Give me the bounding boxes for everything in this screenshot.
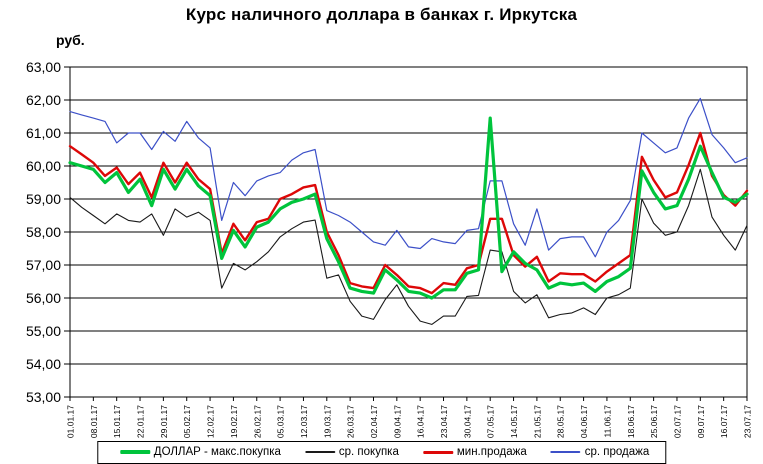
y-tick-label: 63,00 bbox=[26, 59, 61, 75]
x-tick-label: 09.07.17 bbox=[696, 405, 706, 438]
y-axis-unit-label: руб. bbox=[56, 32, 85, 48]
x-tick-label: 19.02.17 bbox=[229, 405, 239, 438]
x-tick-label: 15.01.17 bbox=[112, 405, 122, 438]
x-tick-label: 26.03.17 bbox=[346, 405, 356, 438]
y-tick-label: 53,00 bbox=[26, 389, 61, 405]
y-tick-label: 58,00 bbox=[26, 224, 61, 240]
x-tick-label: 04.06.17 bbox=[579, 405, 589, 438]
y-tick-label: 62,00 bbox=[26, 92, 61, 108]
y-tick-label: 60,00 bbox=[26, 158, 61, 174]
x-tick-label: 05.02.17 bbox=[182, 405, 192, 438]
y-tick-label: 56,00 bbox=[26, 290, 61, 306]
legend-label: ср. покупка bbox=[338, 446, 399, 458]
legend-item-dollar-max-buy: ДОЛЛАР - макс.покупка bbox=[119, 446, 281, 458]
y-tick-label: 57,00 bbox=[26, 257, 61, 273]
legend-swatch-dollar-max-buy bbox=[119, 450, 150, 454]
legend-swatch-min-sell bbox=[422, 450, 453, 454]
legend-item-min-sell: мин.продажа bbox=[422, 446, 527, 458]
x-tick-label: 08.01.17 bbox=[89, 405, 99, 438]
series-line-min-sell bbox=[68, 131, 749, 295]
y-tick-label: 55,00 bbox=[26, 323, 61, 339]
x-tick-label: 28.05.17 bbox=[556, 405, 566, 438]
x-tick-label: 23.07.17 bbox=[743, 405, 753, 438]
x-tick-label: 23.04.17 bbox=[439, 405, 449, 438]
x-tick-label: 09.04.17 bbox=[392, 405, 402, 438]
y-tick-label: 59,00 bbox=[26, 191, 61, 207]
x-tick-label: 11.06.17 bbox=[602, 405, 612, 438]
x-tick-label: 14.05.17 bbox=[509, 405, 519, 438]
x-tick-label: 30.04.17 bbox=[462, 405, 472, 438]
x-tick-label: 26.02.17 bbox=[252, 405, 262, 438]
x-tick-label: 01.01.17 bbox=[66, 405, 76, 438]
x-tick-label: 16.04.17 bbox=[416, 405, 426, 438]
x-tick-label: 07.05.17 bbox=[486, 405, 496, 438]
x-tick-label: 29.01.17 bbox=[159, 405, 169, 438]
legend-swatch-avg-sell bbox=[550, 451, 581, 453]
series-line-avg-buy bbox=[69, 168, 748, 325]
x-tick-label: 12.02.17 bbox=[206, 405, 216, 438]
y-tick-label: 54,00 bbox=[26, 356, 61, 372]
legend-item-avg-sell: ср. продажа bbox=[550, 446, 650, 458]
chart-title: Курс наличного доллара в банках г. Иркут… bbox=[185, 5, 578, 24]
legend-label: ДОЛЛАР - макс.покупка bbox=[153, 446, 281, 458]
legend-swatch-avg-buy bbox=[304, 451, 335, 453]
x-tick-label: 02.04.17 bbox=[369, 405, 379, 438]
x-tick-label: 05.03.17 bbox=[276, 405, 286, 438]
x-tick-label: 18.06.17 bbox=[626, 405, 636, 438]
legend-item-avg-buy: ср. покупка bbox=[304, 446, 399, 458]
x-tick-label: 16.07.17 bbox=[719, 405, 729, 438]
legend-label: мин.продажа bbox=[456, 446, 527, 458]
series-line-dollar-max-buy bbox=[68, 116, 749, 300]
x-tick-label: 19.03.17 bbox=[322, 405, 332, 438]
legend-label: ср. продажа bbox=[584, 446, 650, 458]
series-line-avg-sell bbox=[69, 97, 748, 258]
x-tick-label: 12.03.17 bbox=[299, 405, 309, 438]
x-tick-label: 25.06.17 bbox=[649, 405, 659, 438]
x-tick-label: 22.01.17 bbox=[136, 405, 146, 438]
x-tick-label: 21.05.17 bbox=[532, 405, 542, 438]
x-tick-label: 02.07.17 bbox=[672, 405, 682, 438]
y-tick-label: 61,00 bbox=[26, 125, 61, 141]
legend: ДОЛЛАР - макс.покупка ср. покупка мин.прод… bbox=[96, 441, 667, 464]
